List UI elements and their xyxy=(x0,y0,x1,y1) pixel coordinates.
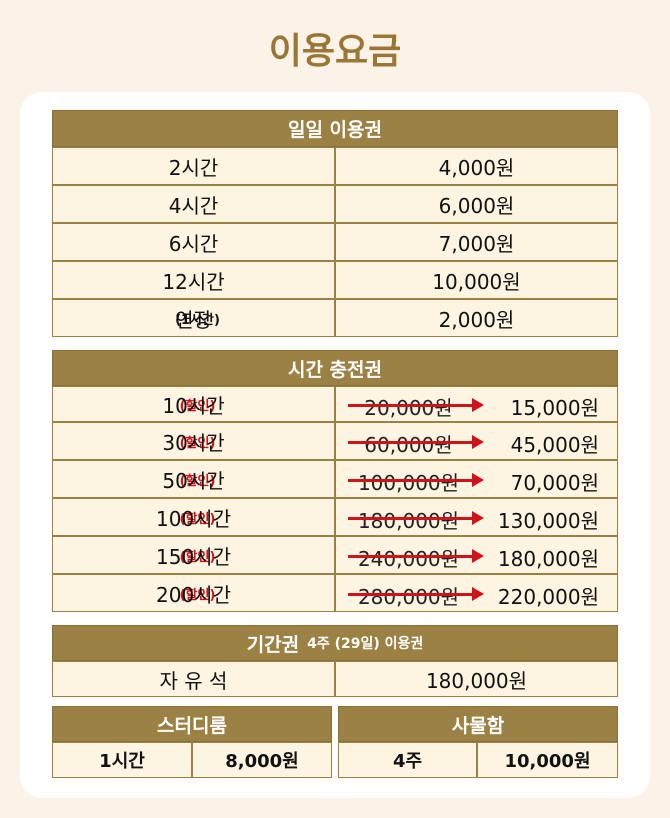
row-note: (할인) xyxy=(179,435,216,451)
price-cell: 2,000원 xyxy=(335,299,618,337)
price-cell: 20,000원 15,000원 xyxy=(335,386,618,422)
label-cell: 30시간 (할인) xyxy=(52,422,335,460)
section-header: 스터디룸 xyxy=(52,706,332,742)
row-note: (할인) xyxy=(179,549,216,565)
row-label: 12시간 xyxy=(162,269,225,294)
header-main: 기간권 xyxy=(246,633,300,656)
row-label: 2시간 xyxy=(168,155,219,180)
label-cell: 자 유 석 xyxy=(52,661,335,697)
section-header: 사물함 xyxy=(338,706,618,742)
strike-line xyxy=(348,517,474,520)
price-cell: 8,000원 xyxy=(192,742,332,778)
row-note: (할인) xyxy=(179,473,216,489)
price-cell: 7,000원 xyxy=(335,223,618,261)
old-price: 60,000원 xyxy=(364,433,453,457)
old-price: 180,000원 xyxy=(357,509,460,533)
price-cell: 100,000원 70,000원 xyxy=(335,460,618,498)
label-cell: 10시간 (할인) xyxy=(52,386,335,422)
row-label: 100시간 xyxy=(156,506,231,531)
new-price: 220,000원 xyxy=(497,585,599,609)
label-cell: 100시간 (할인) xyxy=(52,498,335,536)
row-label: 연장 xyxy=(175,307,212,332)
old-price: 240,000원 xyxy=(357,547,460,571)
label-cell: 150시간 (할인) xyxy=(52,536,335,574)
new-price: 180,000원 xyxy=(497,547,599,571)
old-price: 20,000원 xyxy=(364,396,453,420)
price-cell: 60,000원 45,000원 xyxy=(335,422,618,460)
row-note: (1시간) xyxy=(175,312,220,328)
page-title: 이용요금 xyxy=(268,31,402,72)
section-header: 시간 충전권 xyxy=(52,350,618,386)
price-cell: 180,000원 130,000원 xyxy=(335,498,618,536)
arrow-head xyxy=(472,435,484,449)
price-cell: 6,000원 xyxy=(335,185,618,223)
old-price: 100,000원 xyxy=(357,471,460,495)
strike-line xyxy=(348,555,474,558)
row-label: 6시간 xyxy=(168,231,219,256)
old-price: 280,000원 xyxy=(357,585,460,609)
row-label: 4시간 xyxy=(168,193,219,218)
label-cell: 2시간 xyxy=(52,147,335,185)
price-cell: 10,000원 xyxy=(335,261,618,299)
label-cell: 6시간 xyxy=(52,223,335,261)
arrow-head xyxy=(472,549,484,563)
new-price: 130,000원 xyxy=(497,509,599,533)
price-cell: 280,000원 220,000원 xyxy=(335,574,618,612)
header-sub: 4주 (29일) 이용권 xyxy=(307,636,424,652)
arrow-head xyxy=(472,511,484,525)
row-label: 150시간 xyxy=(156,544,231,569)
row-label: 50시간 xyxy=(162,468,225,493)
row-label: 200시간 xyxy=(156,582,231,607)
row-label: 10시간 xyxy=(162,393,225,418)
price-cell: 240,000원 180,000원 xyxy=(335,536,618,574)
arrow-head xyxy=(472,473,484,487)
row-label: 30시간 xyxy=(162,430,225,455)
strike-line xyxy=(348,441,474,444)
arrow-head xyxy=(472,398,484,412)
new-price: 15,000원 xyxy=(510,396,599,420)
label-cell: 4주 xyxy=(338,742,477,778)
row-note: (할인) xyxy=(179,587,216,603)
label-cell: 12시간 xyxy=(52,261,335,299)
strike-line xyxy=(348,404,474,407)
new-price: 70,000원 xyxy=(510,471,599,495)
strike-line xyxy=(348,479,474,482)
section-header: 일일 이용권 xyxy=(52,110,618,147)
label-cell: 연장 (1시간) xyxy=(52,299,335,337)
price-cell: 180,000원 xyxy=(335,661,618,697)
label-cell: 1시간 xyxy=(52,742,192,778)
row-label: 자 유 석 xyxy=(159,668,228,693)
price-cell: 10,000원 xyxy=(477,742,618,778)
label-cell: 50시간 (할인) xyxy=(52,460,335,498)
label-cell: 200시간 (할인) xyxy=(52,574,335,612)
price-cell: 4,000원 xyxy=(335,147,618,185)
strike-line xyxy=(348,593,474,596)
section-header: 기간권 4주 (29일) 이용권 xyxy=(52,625,618,661)
row-note: (할인) xyxy=(179,511,216,527)
label-cell: 4시간 xyxy=(52,185,335,223)
new-price: 45,000원 xyxy=(510,433,599,457)
arrow-head xyxy=(472,587,484,601)
row-note: (할인) xyxy=(179,398,216,414)
